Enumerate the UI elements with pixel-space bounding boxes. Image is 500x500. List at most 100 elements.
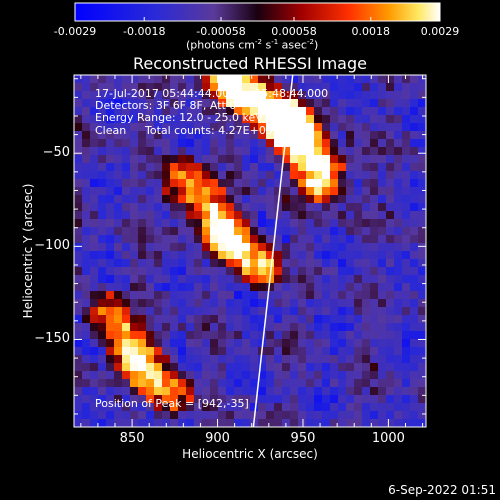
heatmap-cell bbox=[82, 235, 91, 244]
heatmap-cell bbox=[210, 355, 219, 364]
heatmap-cell bbox=[314, 107, 323, 116]
heatmap-cell bbox=[370, 99, 379, 108]
heatmap-cell bbox=[418, 307, 426, 316]
colorbar-tick-label: 0.0029 bbox=[420, 25, 460, 38]
heatmap-cell bbox=[218, 211, 227, 220]
heatmap-cell bbox=[418, 387, 426, 396]
heatmap-cell bbox=[202, 107, 211, 116]
heatmap-cell bbox=[354, 115, 363, 124]
heatmap-cell bbox=[162, 243, 171, 252]
heatmap-cell bbox=[274, 419, 283, 427]
heatmap-cell bbox=[194, 139, 203, 148]
heatmap-cell bbox=[178, 171, 187, 180]
heatmap-cell bbox=[250, 387, 259, 396]
heatmap-cell bbox=[130, 355, 139, 364]
heatmap-cell bbox=[418, 395, 426, 404]
heatmap-cell bbox=[306, 203, 315, 212]
heatmap-cell bbox=[370, 171, 379, 180]
heatmap-cell bbox=[122, 107, 131, 116]
heatmap-cell bbox=[394, 115, 403, 124]
heatmap-cell bbox=[138, 107, 147, 116]
heatmap-cell bbox=[122, 139, 131, 148]
heatmap-cell bbox=[138, 395, 147, 404]
heatmap-cell bbox=[122, 387, 131, 396]
heatmap-cell bbox=[130, 307, 139, 316]
heatmap-cell bbox=[90, 227, 99, 236]
heatmap-cell bbox=[210, 99, 219, 108]
heatmap-cell bbox=[410, 91, 419, 100]
heatmap-cell bbox=[130, 139, 139, 148]
heatmap-cell bbox=[106, 259, 115, 268]
heatmap-cell bbox=[306, 147, 315, 156]
heatmap-cell bbox=[322, 331, 331, 340]
heatmap-cell bbox=[170, 307, 179, 316]
heatmap-cell bbox=[282, 291, 291, 300]
heatmap-cell bbox=[250, 179, 259, 188]
heatmap-cell bbox=[378, 107, 387, 116]
heatmap-cell bbox=[178, 187, 187, 196]
heatmap-cell bbox=[154, 235, 163, 244]
heatmap-cell bbox=[410, 299, 419, 308]
heatmap-cell bbox=[362, 363, 371, 372]
heatmap-cell bbox=[282, 243, 291, 252]
heatmap-cell bbox=[202, 411, 211, 420]
heatmap-cell bbox=[194, 299, 203, 308]
heatmap-cell bbox=[250, 259, 259, 268]
heatmap-cell bbox=[418, 291, 426, 300]
heatmap-cell bbox=[282, 331, 291, 340]
heatmap-cell bbox=[122, 363, 131, 372]
heatmap-cell bbox=[274, 363, 283, 372]
heatmap-cell bbox=[362, 371, 371, 380]
heatmap-cell bbox=[234, 347, 243, 356]
heatmap-cell bbox=[130, 339, 139, 348]
heatmap bbox=[74, 75, 426, 427]
heatmap-cell bbox=[306, 379, 315, 388]
heatmap-cell bbox=[418, 411, 426, 420]
heatmap-cell bbox=[202, 195, 211, 204]
heatmap-cell bbox=[82, 403, 91, 412]
heatmap-cell bbox=[242, 163, 251, 172]
heatmap-cell bbox=[282, 147, 291, 156]
heatmap-cell bbox=[122, 243, 131, 252]
heatmap-cell bbox=[178, 203, 187, 212]
heatmap-cell bbox=[74, 259, 83, 268]
heatmap-cell bbox=[146, 235, 155, 244]
heatmap-cell bbox=[386, 211, 395, 220]
heatmap-cell bbox=[162, 115, 171, 124]
heatmap-cell bbox=[90, 251, 99, 260]
heatmap-cell bbox=[202, 387, 211, 396]
heatmap-cell bbox=[298, 267, 307, 276]
heatmap-cell bbox=[234, 379, 243, 388]
heatmap-cell bbox=[338, 379, 347, 388]
heatmap-cell bbox=[282, 83, 291, 92]
heatmap-cell bbox=[250, 299, 259, 308]
heatmap-cell bbox=[82, 219, 91, 228]
heatmap-cell bbox=[274, 315, 283, 324]
heatmap-cell bbox=[354, 123, 363, 132]
heatmap-cell bbox=[186, 227, 195, 236]
heatmap-cell bbox=[114, 275, 123, 284]
heatmap-cell bbox=[74, 107, 83, 116]
y-tick-label: −50 bbox=[42, 145, 70, 161]
heatmap-cell bbox=[226, 251, 235, 260]
heatmap-cell bbox=[242, 99, 251, 108]
heatmap-cell bbox=[90, 243, 99, 252]
heatmap-cell bbox=[266, 411, 275, 420]
heatmap-cell bbox=[98, 283, 107, 292]
heatmap-cell bbox=[394, 155, 403, 164]
heatmap-cell bbox=[354, 155, 363, 164]
heatmap-cell bbox=[106, 419, 115, 427]
heatmap-cell bbox=[130, 363, 139, 372]
heatmap-cell bbox=[354, 131, 363, 140]
heatmap-cell bbox=[90, 163, 99, 172]
heatmap-cell bbox=[234, 91, 243, 100]
heatmap-cell bbox=[74, 323, 83, 332]
heatmap-cell bbox=[186, 155, 195, 164]
heatmap-cell bbox=[186, 419, 195, 427]
heatmap-cell bbox=[314, 227, 323, 236]
heatmap-cell bbox=[306, 275, 315, 284]
heatmap-cell bbox=[258, 91, 267, 100]
heatmap-cell bbox=[314, 99, 323, 108]
heatmap-cell bbox=[242, 371, 251, 380]
heatmap-cell bbox=[186, 171, 195, 180]
